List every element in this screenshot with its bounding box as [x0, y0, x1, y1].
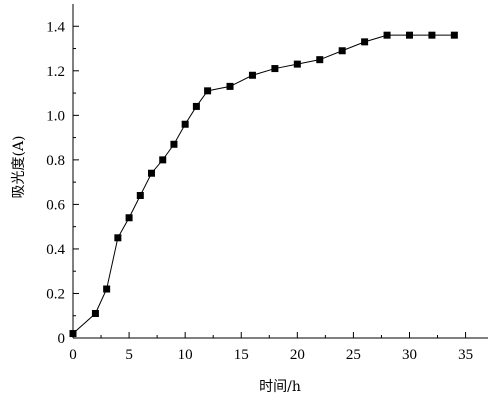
- data-point: [428, 31, 436, 39]
- y-tick-label: 1.2: [46, 64, 65, 80]
- x-tick-label: 35: [458, 347, 473, 363]
- data-point: [450, 31, 458, 39]
- data-point: [271, 65, 279, 73]
- data-point: [316, 56, 324, 64]
- y-tick-label: 0.6: [46, 197, 65, 213]
- series-line: [72, 34, 455, 334]
- data-point: [159, 156, 167, 164]
- data-point: [91, 310, 99, 318]
- data-point: [293, 60, 301, 68]
- y-tick-label: 1.4: [46, 19, 65, 35]
- data-point: [181, 120, 189, 128]
- data-point: [136, 191, 144, 199]
- x-tick-label: 25: [346, 347, 361, 363]
- data-series: [69, 31, 458, 338]
- data-point: [192, 102, 200, 110]
- data-point: [69, 330, 77, 338]
- x-tick-label: 10: [178, 347, 193, 363]
- x-tick-label: 0: [69, 347, 77, 363]
- x-tick-label: 20: [290, 347, 305, 363]
- y-tick-label: 0.2: [46, 286, 65, 302]
- y-axis-title: 吸光度(A): [11, 135, 27, 198]
- data-point: [405, 31, 413, 39]
- y-tick-label: 1.0: [46, 108, 65, 124]
- y-tick-label: 0.4: [46, 242, 65, 258]
- data-point: [204, 87, 212, 95]
- x-tick-label: 30: [402, 347, 417, 363]
- data-point: [170, 140, 178, 148]
- tick-labels: 0 5 10 15 20 25 30 35 0 0.2 0.4 0.6 0.8 1.0 1.2 1.4: [46, 19, 473, 363]
- data-point: [148, 169, 156, 177]
- axes: [72, 4, 488, 339]
- data-point: [114, 234, 122, 242]
- y-tick-label: 0: [58, 331, 66, 347]
- x-tick-label: 15: [234, 347, 249, 363]
- x-tick-label: 5: [125, 347, 133, 363]
- y-tick-label: 0.8: [46, 153, 65, 169]
- data-point: [226, 82, 234, 90]
- data-point: [383, 31, 391, 39]
- data-point: [103, 285, 111, 293]
- axis-ticks: [72, 25, 467, 339]
- x-axis-title: 时间/h: [259, 379, 301, 395]
- data-point: [125, 214, 133, 222]
- data-point: [338, 47, 346, 55]
- data-point: [248, 71, 256, 79]
- data-point: [361, 38, 369, 46]
